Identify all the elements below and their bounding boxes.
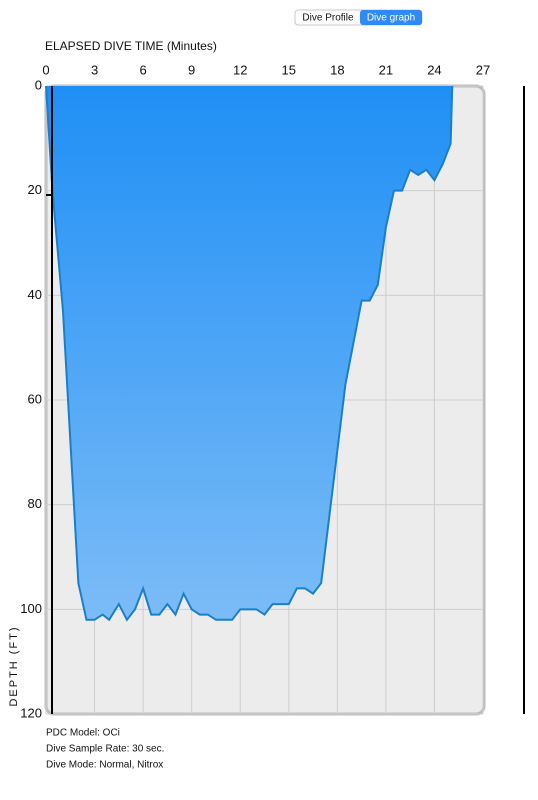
x-tick-label: 3 xyxy=(91,62,98,77)
y-tick-label: 80 xyxy=(28,496,42,511)
area-fill xyxy=(46,86,453,620)
y-tick-label: 60 xyxy=(28,391,42,406)
x-tick-label: 12 xyxy=(233,62,247,77)
tab[interactable]: Dive Profile xyxy=(302,13,354,24)
y-axis-label: DEPTH (FT) xyxy=(8,625,20,706)
x-tick-label: 27 xyxy=(476,62,490,77)
chart-title: ELAPSED DIVE TIME (Minutes) xyxy=(45,39,217,53)
y-tick-label: 0 xyxy=(35,77,42,92)
info-line: Dive Mode: Normal, Nitrox xyxy=(46,760,163,771)
tab[interactable]: Dive graph xyxy=(367,13,415,24)
x-tick-label: 18 xyxy=(330,62,344,77)
info-line: PDC Model: OCi xyxy=(46,728,120,739)
plot xyxy=(45,85,454,622)
x-tick-label: 15 xyxy=(282,62,296,77)
x-tick-label: 6 xyxy=(139,62,146,77)
info-line: Dive Sample Rate: 30 sec. xyxy=(46,744,164,755)
y-tick-label: 120 xyxy=(20,705,42,720)
y-tick-label: 100 xyxy=(20,601,42,616)
segmented-control: Dive Profile Dive graph xyxy=(294,9,423,26)
y-tick-label: 20 xyxy=(28,182,42,197)
x-tick-label: 0 xyxy=(42,62,49,77)
x-tick-label: 24 xyxy=(427,62,441,77)
x-tick-label: 9 xyxy=(188,62,195,77)
depth-line xyxy=(45,85,454,622)
tab-selected-bg xyxy=(360,10,422,25)
y-tick-label: 40 xyxy=(28,287,42,302)
x-tick-label: 21 xyxy=(379,62,393,77)
